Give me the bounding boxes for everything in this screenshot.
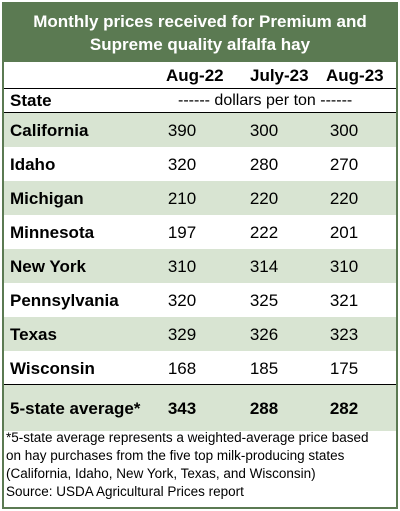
price-cell: 320 [167, 291, 197, 310]
table-row: New York 310 314 310 [4, 249, 396, 283]
state-name: Minnesota [10, 223, 95, 242]
table-row: Texas 329 326 323 [4, 317, 396, 351]
header-divider [4, 88, 396, 89]
price-cell: 175 [329, 359, 359, 378]
price-cell: 326 [249, 325, 279, 344]
price-cell: 222 [249, 223, 279, 242]
table-title: Monthly prices received for Premium and … [4, 4, 396, 62]
price-cell: 210 [167, 189, 197, 208]
price-cell: 300 [329, 121, 359, 140]
average-row: 5-state average* 343 288 282 [4, 385, 396, 431]
price-cell: 325 [249, 291, 279, 310]
units-divider [4, 112, 396, 113]
table-row: Pennsylvania 320 325 321 [4, 283, 396, 317]
title-line-2: Supreme quality alfalfa hay [89, 35, 311, 54]
column-header-row: Aug-22 July-23 Aug-23 [4, 64, 396, 88]
price-cell: 220 [329, 189, 359, 208]
table-row: California 390 300 300 [4, 113, 396, 147]
state-name: Michigan [10, 189, 84, 208]
state-name: Texas [10, 325, 57, 344]
column-header-july-23: July-23 [250, 66, 309, 85]
average-value-aug-22: 343 [167, 399, 197, 418]
price-cell: 321 [329, 291, 359, 310]
footnote-line-3: (California, Idaho, New York, Texas, and… [6, 466, 316, 481]
state-name: New York [10, 257, 86, 276]
price-cell: 300 [249, 121, 279, 140]
average-value-aug-23: 282 [329, 399, 359, 418]
units-label: ------ dollars per ton ------ [178, 92, 353, 109]
price-cell: 185 [249, 359, 279, 378]
state-name: California [10, 121, 89, 140]
price-cell: 329 [167, 325, 197, 344]
price-cell: 220 [249, 189, 279, 208]
average-divider [4, 384, 396, 385]
average-value-july-23: 288 [249, 399, 279, 418]
row-header-state: State [10, 91, 52, 110]
footnote: *5-state average represents a weighted-a… [6, 429, 390, 501]
price-cell: 310 [329, 257, 359, 276]
units-row: State ------ dollars per ton ------ [4, 89, 396, 112]
price-cell: 314 [249, 257, 279, 276]
price-cell: 310 [167, 257, 197, 276]
table-row: Minnesota 197 222 201 [4, 215, 396, 249]
footnote-source: Source: USDA Agricultural Prices report [6, 484, 244, 499]
table-row: Wisconsin 168 185 175 [4, 351, 396, 385]
price-cell: 197 [167, 223, 197, 242]
state-name: Wisconsin [10, 359, 95, 378]
price-cell: 323 [329, 325, 359, 344]
title-line-1: Monthly prices received for Premium and [33, 12, 367, 31]
price-cell: 280 [249, 155, 279, 174]
column-header-aug-22: Aug-22 [166, 66, 224, 85]
footnote-line-2: on hay purchases from the five top milk-… [6, 448, 345, 463]
price-cell: 320 [167, 155, 197, 174]
price-cell: 390 [167, 121, 197, 140]
price-cell: 201 [329, 223, 359, 242]
state-name: Pennsylvania [10, 291, 119, 310]
price-cell: 270 [329, 155, 359, 174]
table-row: Idaho 320 280 270 [4, 147, 396, 181]
table-row: Michigan 210 220 220 [4, 181, 396, 215]
average-label: 5-state average* [10, 399, 141, 418]
price-cell: 168 [167, 359, 197, 378]
state-name: Idaho [10, 155, 56, 174]
column-header-aug-23: Aug-23 [326, 66, 384, 85]
footnote-line-1: *5-state average represents a weighted-a… [6, 430, 369, 445]
